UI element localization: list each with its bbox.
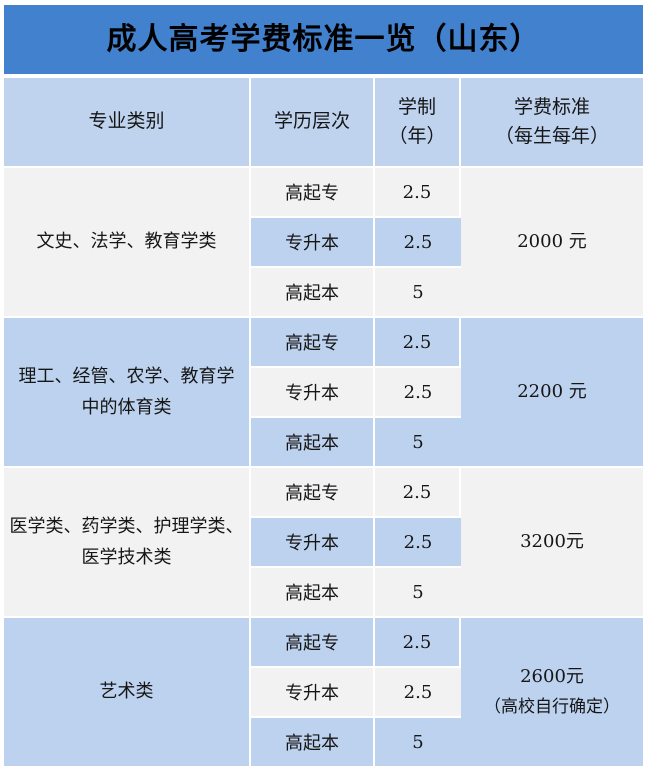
column-header-tuition-standard-line1: 学费标准 xyxy=(513,95,590,118)
table-row: 高起本 5 xyxy=(4,568,643,618)
column-header-study-duration-line1: 学制 xyxy=(397,95,436,118)
table-row: 专升本 2.5 xyxy=(4,368,643,418)
cell-education-level: 高起专 xyxy=(251,318,375,368)
column-header-tuition-standard-line2: （每生每年） xyxy=(494,125,609,147)
cell-study-duration: 2.5 xyxy=(375,368,461,418)
tuition-standard-table: 专业类别 学历层次 学制 （年） 学费标准 （每生每年） 文史、法学、教育学类高… xyxy=(4,78,643,768)
cell-tuition-standard: 3200元 xyxy=(461,468,643,618)
cell-study-duration: 5 xyxy=(375,418,461,468)
tuition-amount: 2600元 xyxy=(520,666,584,688)
cell-education-level: 专升本 xyxy=(251,668,375,718)
cell-major-category: 文史、法学、教育学类 xyxy=(4,168,251,318)
table-row: 高起本 5 xyxy=(4,418,643,468)
cell-education-level: 高起专 xyxy=(251,168,375,218)
header-row: 专业类别 学历层次 学制 （年） 学费标准 （每生每年） xyxy=(4,78,643,168)
table-row: 专升本 2.5 xyxy=(4,518,643,568)
column-header-tuition-standard: 学费标准 （每生每年） xyxy=(461,78,643,168)
major-category-line: 医学类、药学类、护理学类、 xyxy=(9,515,244,537)
cell-study-duration: 2.5 xyxy=(375,168,461,218)
table-row: 专升本 2.5 xyxy=(4,218,643,268)
tuition-amount: 2000 元 xyxy=(517,230,587,252)
tuition-amount: 2200 元 xyxy=(517,380,587,402)
table-row: 专升本 2.5 xyxy=(4,668,643,718)
table-row: 艺术类 高起专 2.5 2600元 （高校自行确定） xyxy=(4,618,643,768)
cell-study-duration: 2.5 xyxy=(375,468,461,518)
table-header: 专业类别 学历层次 学制 （年） 学费标准 （每生每年） xyxy=(4,78,643,168)
cell-study-duration: 5 xyxy=(375,268,461,318)
cell-study-duration: 5 xyxy=(375,718,461,768)
column-header-study-duration: 学制 （年） xyxy=(375,78,461,168)
major-category-line: 医学技术类 xyxy=(81,547,172,568)
cell-education-level: 高起本 xyxy=(251,718,375,768)
major-category-line: 艺术类 xyxy=(99,681,154,703)
tuition-amount: 3200元 xyxy=(520,530,584,552)
major-category-line: 中的体育类 xyxy=(81,397,172,418)
major-category-line: 文史、法学、教育学类 xyxy=(36,231,217,253)
column-header-major-category: 专业类别 xyxy=(4,78,251,168)
cell-study-duration: 2.5 xyxy=(375,518,461,568)
cell-study-duration: 2.5 xyxy=(375,318,461,368)
tuition-note: （高校自行确定） xyxy=(484,696,620,717)
cell-education-level: 高起本 xyxy=(251,268,375,318)
column-header-education-level: 学历层次 xyxy=(251,78,375,168)
cell-study-duration: 2.5 xyxy=(375,218,461,268)
cell-education-level: 专升本 xyxy=(251,518,375,568)
table-body: 文史、法学、教育学类 高起专 2.5 2000 元专升本 2.5 高起本 5 理工、经管、农学… xyxy=(4,168,643,768)
tuition-standard-table-page: 成人高考学费标准一览（山东） 专业类别 学历层次 学制 （年） 学费标准 （每生… xyxy=(4,5,643,768)
table-row: 理工、经管、农学、教育学 中的体育类 高起专 2.5 2200 元 xyxy=(4,318,643,468)
cell-tuition-standard: 2200 元 xyxy=(461,318,643,468)
table-row: 高起本 5 xyxy=(4,268,643,318)
cell-study-duration: 5 xyxy=(375,568,461,618)
cell-major-category: 艺术类 xyxy=(4,618,251,768)
column-header-study-duration-line2: （年） xyxy=(388,125,446,147)
cell-major-category: 医学类、药学类、护理学类、 医学技术类 xyxy=(4,468,251,618)
cell-education-level: 高起本 xyxy=(251,418,375,468)
cell-tuition-standard: 2000 元 xyxy=(461,168,643,318)
table-row: 文史、法学、教育学类 高起专 2.5 2000 元 xyxy=(4,168,643,318)
table-row: 医学类、药学类、护理学类、 医学技术类 高起专 2.5 3200元 xyxy=(4,468,643,618)
major-category-line: 理工、经管、农学、教育学 xyxy=(18,365,235,387)
cell-study-duration: 2.5 xyxy=(375,668,461,718)
cell-education-level: 高起专 xyxy=(251,618,375,668)
cell-education-level: 专升本 xyxy=(251,218,375,268)
cell-education-level: 高起专 xyxy=(251,468,375,518)
cell-tuition-standard: 2600元 （高校自行确定） xyxy=(461,618,643,768)
column-header-major-category-label: 专业类别 xyxy=(88,110,165,133)
cell-major-category: 理工、经管、农学、教育学 中的体育类 xyxy=(4,318,251,468)
page-title-banner: 成人高考学费标准一览（山东） xyxy=(4,5,643,74)
cell-education-level: 专升本 xyxy=(251,368,375,418)
cell-study-duration: 2.5 xyxy=(375,618,461,668)
column-header-education-level-label: 学历层次 xyxy=(273,110,350,133)
page-title: 成人高考学费标准一览（山东） xyxy=(106,21,541,57)
cell-education-level: 高起本 xyxy=(251,568,375,618)
